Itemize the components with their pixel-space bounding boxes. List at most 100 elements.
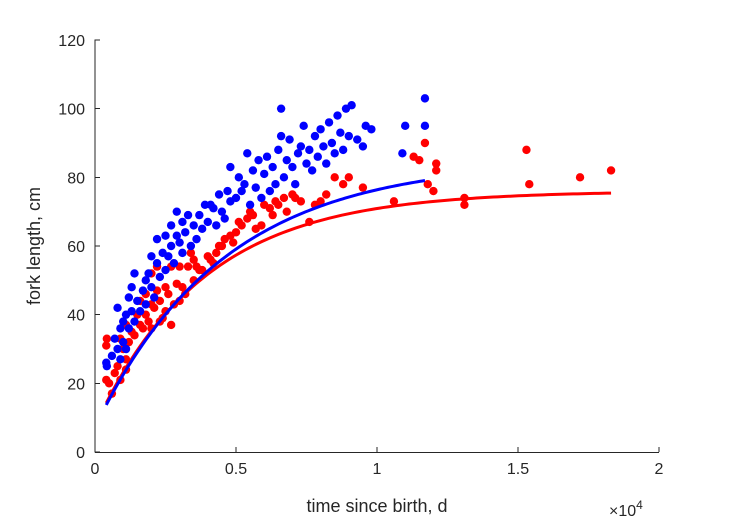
data-point (102, 334, 112, 343)
data-point (274, 145, 283, 155)
data-point (268, 210, 277, 220)
x-axis-exponent: ×104 (609, 498, 643, 520)
data-point (248, 210, 258, 220)
data-point (102, 341, 111, 350)
y-tick-label: 80 (67, 170, 85, 187)
data-point (124, 324, 134, 333)
data-point (223, 186, 232, 196)
data-point (423, 180, 432, 189)
data-point (398, 149, 407, 158)
data-point (316, 125, 325, 134)
data-point (358, 183, 368, 192)
data-point (144, 317, 153, 326)
data-point (282, 155, 291, 165)
data-point (183, 210, 193, 220)
data-point (525, 180, 534, 189)
data-point (522, 145, 531, 155)
data-point (279, 173, 289, 182)
data-point (189, 221, 198, 230)
x-axis-label: time since birth, d (306, 496, 447, 516)
data-point (183, 262, 193, 271)
data-point (214, 190, 224, 199)
data-point (276, 104, 286, 113)
data-point (265, 186, 275, 196)
data-point (217, 207, 227, 216)
y-tick-label: 0 (76, 445, 85, 462)
data-point (299, 121, 308, 131)
data-point (220, 214, 229, 223)
data-point (217, 241, 227, 251)
data-point (119, 337, 128, 347)
x-tick-label: 0 (91, 461, 100, 478)
data-point (282, 207, 291, 216)
data-point (389, 197, 399, 206)
data-point (107, 351, 117, 361)
data-point (144, 269, 153, 278)
data-point (135, 307, 145, 316)
data-point (353, 135, 362, 144)
x-tick-label: 0.5 (225, 461, 247, 478)
x-tick-label: 1.5 (507, 461, 529, 478)
data-point (138, 324, 148, 333)
data-point (110, 368, 119, 378)
data-point (155, 272, 165, 282)
data-point (203, 217, 212, 227)
data-point (147, 252, 156, 261)
data-point (113, 303, 122, 312)
data-point (234, 173, 244, 182)
data-point (245, 200, 255, 209)
data-point (130, 331, 139, 340)
data-point (172, 231, 181, 240)
data-point (420, 121, 430, 131)
y-tick-label: 40 (67, 308, 85, 325)
data-point (197, 224, 207, 234)
data-point (367, 125, 376, 134)
data-point (138, 286, 148, 295)
data-point (133, 296, 142, 306)
series-1 (102, 94, 430, 371)
data-point (330, 173, 339, 182)
data-point (166, 221, 176, 230)
data-point (237, 221, 246, 230)
data-point (186, 241, 196, 251)
data-point (268, 162, 277, 172)
data-point (271, 180, 280, 189)
data-point (327, 138, 337, 148)
data-point (338, 180, 348, 189)
data-point (186, 248, 196, 258)
data-point (313, 152, 322, 161)
data-point (104, 379, 114, 388)
data-point (240, 180, 249, 189)
data-point (147, 283, 156, 292)
data-point (257, 193, 266, 203)
data-point (460, 200, 469, 209)
data-point (119, 317, 128, 326)
data-point (130, 317, 139, 326)
data-point (169, 258, 179, 268)
x-exponent-power: 4 (636, 498, 643, 512)
data-point (195, 210, 204, 220)
data-point (575, 173, 585, 182)
x-tick-label: 1 (373, 461, 382, 478)
data-point (178, 217, 187, 227)
data-point (113, 361, 122, 371)
data-point (121, 344, 131, 354)
data-point (324, 118, 334, 127)
x-exponent-base: ×10 (609, 503, 636, 520)
data-point (316, 197, 325, 206)
y-axis-label: fork length, cm (24, 187, 44, 305)
data-point (237, 186, 246, 196)
data-point (319, 142, 328, 151)
data-point (251, 183, 260, 192)
data-point (116, 355, 125, 364)
data-point (288, 162, 297, 172)
data-point (175, 238, 184, 247)
data-point (302, 159, 311, 168)
data-point (310, 131, 320, 141)
data-point (116, 324, 125, 333)
y-tick-label: 120 (58, 33, 85, 50)
y-tick-label: 60 (67, 239, 85, 256)
data-point (358, 142, 368, 151)
